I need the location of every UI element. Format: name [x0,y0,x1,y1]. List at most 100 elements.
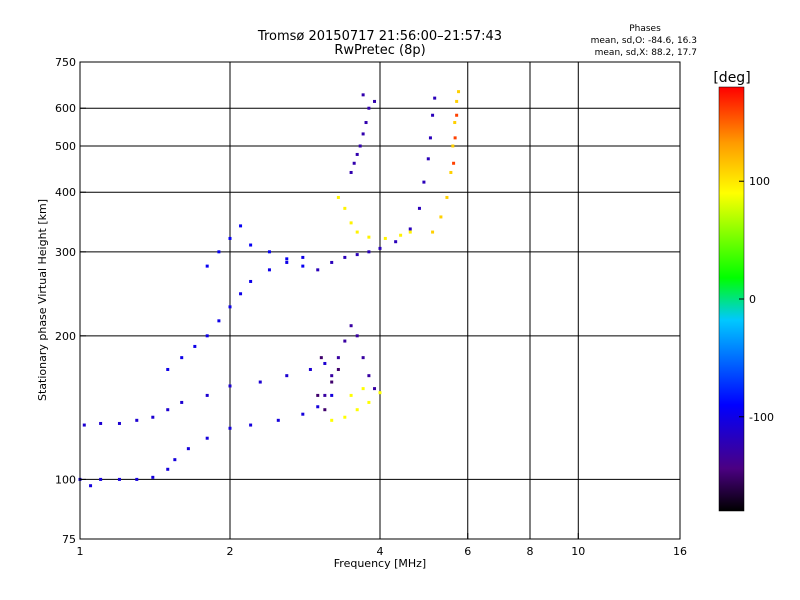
data-point [445,195,449,199]
data-point [267,250,271,254]
colorbar-label: [deg] [713,70,750,86]
x-tick-label: 8 [527,545,534,558]
y-tick-label: 750 [55,56,76,69]
data-point [330,393,334,397]
data-point [422,180,426,184]
data-point [451,144,455,148]
data-point [258,380,262,384]
x-axis-label: Frequency [MHz] [334,557,426,570]
data-point [193,344,197,348]
data-points [78,90,461,488]
y-tick-label: 200 [55,330,76,343]
data-point [449,170,453,174]
data-point [428,136,432,140]
data-point [228,426,232,430]
data-point [301,255,305,259]
x-tick-label: 2 [227,545,234,558]
data-point [205,334,209,338]
data-point [408,227,412,231]
data-point [89,484,93,488]
data-point [355,408,359,412]
data-point [323,393,327,397]
data-point [361,93,365,97]
data-point [82,423,86,427]
data-point [417,206,421,210]
data-point [455,99,459,103]
data-point [285,257,289,261]
data-point [399,233,403,237]
data-point [364,121,368,125]
data-point [205,436,209,440]
data-point [336,356,340,360]
data-point [323,408,327,412]
data-point [166,467,170,471]
data-point [355,152,359,156]
data-point [439,215,443,219]
data-point [166,408,170,412]
data-point [349,393,353,397]
y-tick-label: 75 [62,533,76,546]
data-point [343,255,347,259]
data-point [367,374,371,378]
data-point [457,90,461,94]
data-point [228,236,232,240]
data-point [383,236,387,240]
data-point [330,260,334,264]
data-point [319,356,323,360]
data-point [349,324,353,328]
data-point [453,121,457,125]
data-point [180,356,184,360]
data-point [285,260,289,264]
data-point [361,356,365,360]
data-point [135,418,139,422]
x-tick-label: 6 [464,545,471,558]
data-point [323,361,327,365]
data-point [358,144,362,148]
data-point [431,230,435,234]
data-point [249,279,253,283]
colorbar-tick-label: 0 [749,293,756,306]
x-tick-label: 16 [673,545,687,558]
phase-stats-x: mean, sd,X: 88.2, 17.7 [595,48,697,58]
data-point [180,400,184,404]
data-point [455,113,459,117]
data-point [330,374,334,378]
data-point [352,161,356,165]
data-point [267,268,271,272]
data-point [433,96,437,100]
data-point [316,405,320,409]
data-point [186,447,190,451]
data-point [99,421,103,425]
x-tick-label: 1 [77,545,84,558]
data-point [367,235,371,239]
data-point [361,387,365,391]
data-point [426,157,430,161]
phase-stats-header: Phases [629,24,661,34]
data-point [99,477,103,481]
phase-stats-o: mean, sd,O: -84.6, 16.3 [591,36,697,46]
data-point [117,477,121,481]
data-point [349,221,353,225]
colorbar-tick-label: 100 [749,175,770,188]
data-point [330,380,334,384]
data-point [285,374,289,378]
data-point [316,268,320,272]
data-point [367,250,371,254]
chart-subtitle: RwPretec (8p) [334,43,425,58]
data-point [301,412,305,416]
data-point [361,132,365,136]
data-point [308,367,312,371]
x-tick-label: 4 [377,545,384,558]
data-point [367,106,371,110]
data-point [276,418,280,422]
data-point [349,170,353,174]
data-point [228,384,232,388]
data-point [367,400,371,404]
data-point [249,423,253,427]
y-tick-label: 500 [55,140,76,153]
y-tick-label: 100 [55,473,76,486]
data-point [217,250,221,254]
data-point [135,477,139,481]
data-point [301,264,305,268]
data-point [316,393,320,397]
